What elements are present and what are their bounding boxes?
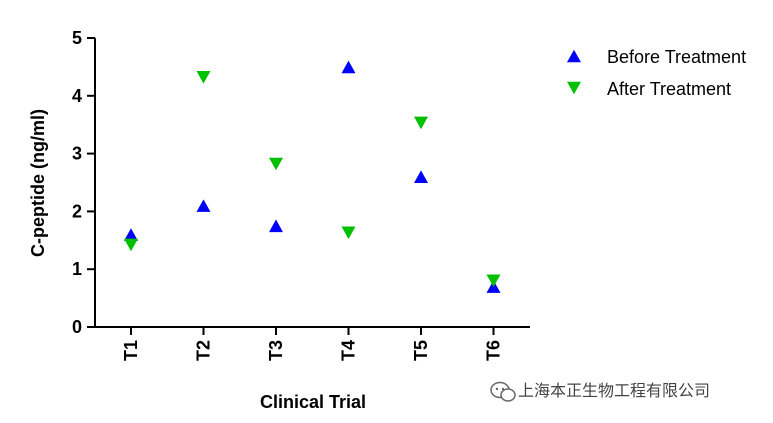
- plot-marks: [124, 60, 501, 293]
- x-tick-label: T6: [484, 340, 504, 361]
- after-treatment-point: [196, 71, 211, 84]
- legend-label: After Treatment: [607, 79, 731, 99]
- after-treatment-point: [341, 226, 356, 240]
- watermark: 上海本正生物工程有限公司: [490, 381, 710, 402]
- y-tick-label: 0: [72, 317, 82, 337]
- after-treatment-point: [269, 157, 283, 171]
- y-tick-label: 4: [72, 86, 82, 106]
- after-treatment-point: [124, 238, 138, 252]
- before-treatment-point: [341, 60, 356, 74]
- legend-marker: [567, 49, 581, 63]
- before-treatment-point: [196, 199, 211, 212]
- after-treatment-point: [414, 116, 428, 130]
- x-tick-label: T5: [411, 340, 431, 361]
- y-tick-label: 2: [72, 201, 82, 221]
- y-tick-label: 3: [72, 144, 82, 164]
- after-treatment-point: [486, 274, 501, 288]
- legend-item: Before Treatment: [567, 47, 746, 67]
- watermark-text: 上海本正生物工程有限公司: [518, 381, 710, 400]
- before-treatment-point: [414, 170, 428, 184]
- legend: Before Treatment After Treatment: [567, 47, 746, 99]
- y-tick-label: 5: [72, 28, 82, 48]
- legend-label: Before Treatment: [607, 47, 746, 67]
- x-tick-label: T4: [339, 340, 359, 361]
- y-axis-title: C-peptide (ng/ml): [28, 109, 48, 257]
- wechat-icon: [490, 381, 516, 402]
- legend-item: After Treatment: [567, 79, 731, 99]
- legend-marker: [567, 81, 581, 95]
- x-tick-label: T1: [121, 340, 141, 361]
- before-treatment-point: [124, 228, 138, 241]
- x-tick-label: T3: [266, 340, 286, 361]
- x-axis: T1 T2 T3 T4 T5 T6: [95, 326, 530, 361]
- x-tick-label: T2: [194, 340, 214, 361]
- before-treatment-point: [269, 219, 283, 233]
- y-tick-label: 1: [72, 259, 82, 279]
- x-axis-title: Clinical Trial: [260, 392, 366, 412]
- y-axis: 0 1 2 3 4 5: [72, 28, 96, 337]
